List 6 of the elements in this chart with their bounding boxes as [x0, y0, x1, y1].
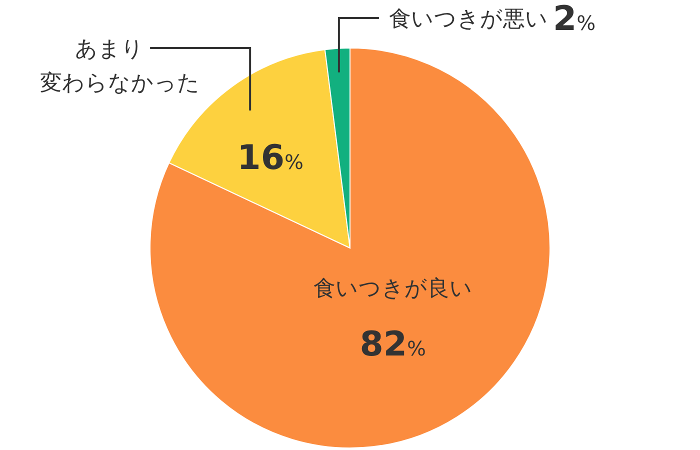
slice-label: 食いつきが悪い: [388, 7, 548, 32]
data-label: 16%: [237, 138, 304, 178]
slice-label: 食いつきが良い: [313, 276, 472, 302]
data-label: 2%: [552, 0, 596, 39]
data-label: 82%: [360, 324, 426, 365]
slice-label: あまり変わらなかった: [40, 37, 200, 96]
